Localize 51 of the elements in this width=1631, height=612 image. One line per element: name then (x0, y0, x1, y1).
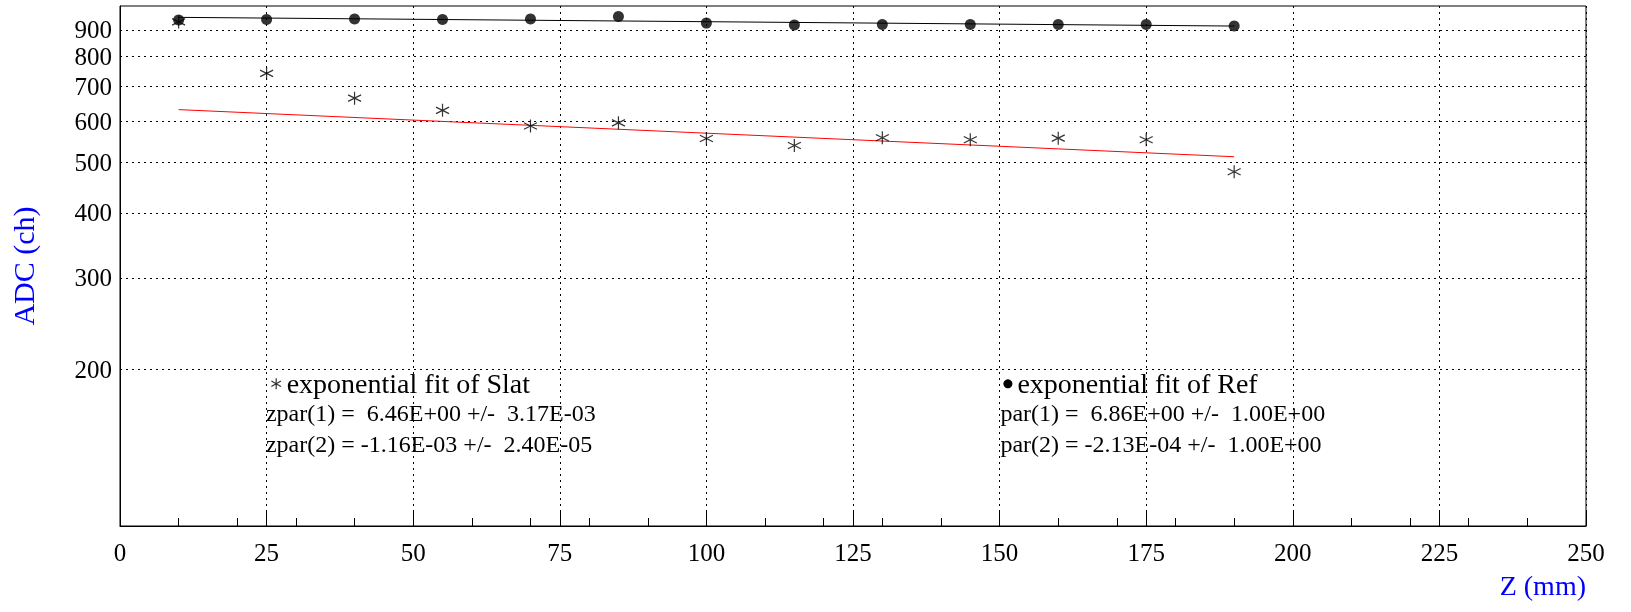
point (788, 19, 800, 31)
legend-label: exponential fit of Slat (286, 368, 531, 400)
point (1140, 19, 1152, 31)
annotation: par(1) = 6.86E+00 +/- 1.00E+00 (1000, 400, 1326, 427)
point (963, 132, 978, 147)
point (612, 10, 624, 22)
x-tick-label: 75 (547, 539, 573, 566)
x-tick-label: 0 (113, 539, 127, 566)
point (524, 13, 536, 25)
point (435, 103, 450, 118)
x-tick-label: 200 (1274, 539, 1312, 566)
y-tick-label: 500 (74, 149, 112, 177)
point (347, 91, 362, 106)
x-tick-label: 100 (687, 539, 726, 566)
x-tick-label: 150 (980, 539, 1019, 566)
x-tick-label: 25 (254, 539, 280, 566)
y-axis-title: ADC (ch) (6, 206, 41, 326)
point (699, 131, 714, 146)
x-tick-label: 175 (1127, 539, 1165, 566)
x-axis-title: Z (mm) (1499, 569, 1586, 601)
x-tick-label: 50 (400, 539, 426, 566)
point (261, 14, 273, 25)
y-tick-label: 300 (74, 264, 112, 292)
point (876, 19, 888, 31)
point (1052, 19, 1064, 31)
annotation: zpar(1) = 6.46E+00 +/- 3.17E-03 (265, 400, 596, 427)
y-tick-label: 400 (74, 199, 112, 227)
y-tick-label: 200 (74, 355, 112, 383)
point (523, 118, 538, 134)
point (611, 115, 626, 130)
point (1227, 164, 1242, 179)
legend-label: exponential fit of Ref (1017, 368, 1259, 400)
y-tick-label: 800 (74, 42, 112, 70)
annotation: par(2) = -2.13E-04 +/- 1.00E+00 (1000, 431, 1322, 458)
point (1051, 131, 1066, 146)
annotation: zpar(2) = -1.16E-03 +/- 2.40E-05 (265, 431, 593, 458)
point (349, 13, 361, 25)
point (964, 19, 976, 31)
point (787, 138, 802, 153)
x-tick-label: 250 (1567, 539, 1605, 566)
point (259, 66, 274, 81)
point (1139, 132, 1154, 147)
point (700, 17, 712, 29)
point (437, 14, 449, 25)
y-tick-label: 700 (74, 73, 112, 101)
x-tick-label: 225 (1420, 539, 1459, 566)
point (875, 130, 890, 145)
x-tick-label: 125 (834, 539, 872, 566)
y-tick-label: 900 (74, 16, 112, 44)
point (1228, 20, 1240, 32)
y-tick-label: 600 (74, 107, 112, 135)
